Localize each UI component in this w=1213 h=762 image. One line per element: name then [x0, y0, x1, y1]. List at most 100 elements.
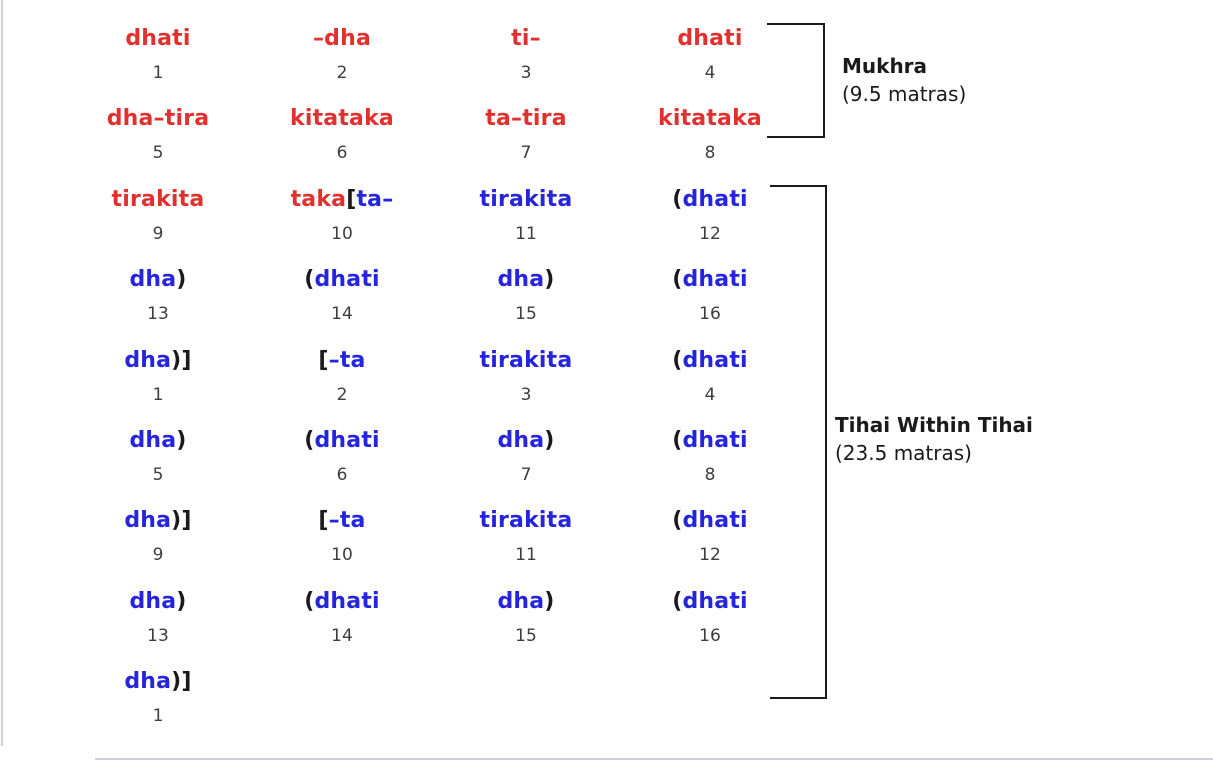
beat-number: 14 [331, 304, 353, 325]
bol-cell: tirakita 11 [434, 187, 618, 267]
bol-syllable: dhati [677, 26, 742, 52]
bol-cell: (dhati 6 [250, 428, 434, 508]
bol-part: kitataka [290, 106, 394, 132]
beat-number: 9 [152, 223, 164, 244]
bol-part: ( [304, 267, 315, 293]
bol-part: ) [176, 427, 187, 453]
beat-number: 6 [336, 143, 348, 164]
beat-number: 2 [336, 63, 348, 83]
bol-part: [ [318, 508, 329, 534]
beat-number: 8 [704, 464, 716, 485]
beat-number: 15 [515, 625, 537, 646]
bol-syllable: dha)] [124, 348, 191, 374]
page-left-edge-rule [1, 0, 3, 746]
bol-part: –ta [328, 347, 366, 373]
beat-number: 14 [331, 625, 353, 646]
bol-syllable: taka[ta– [291, 187, 394, 213]
beat-number: 9 [152, 545, 164, 566]
bol-syllable: dha) [497, 428, 554, 454]
beat-number: 2 [336, 384, 348, 405]
bol-part: [ [346, 186, 357, 212]
bol-cell: dha) 7 [434, 428, 618, 508]
bol-part: dha–tira [106, 106, 210, 132]
tihai-matras: (23.5 matras) [835, 441, 972, 465]
beat-number: 3 [520, 63, 532, 83]
bol-part: ) [176, 267, 187, 293]
bol-part: dha [129, 427, 177, 453]
bol-part: dhati [682, 508, 748, 534]
beat-number: 8 [704, 143, 716, 164]
bol-grid: dhati 1 –dha 2 ti– 3 dhati 4 dha–tira 5 kitataka 6 t… [66, 26, 802, 750]
bol-syllable: (dhati [304, 589, 380, 615]
tihai-bracket [770, 185, 827, 699]
bol-syllable: dha) [129, 589, 186, 615]
beat-number: 12 [699, 223, 721, 244]
bol-cell: (dhati 8 [618, 428, 802, 508]
bol-part: ( [304, 588, 315, 614]
bol-part: tirakita [479, 347, 573, 373]
bol-syllable: kitataka [290, 106, 394, 132]
bol-cell: (dhati 4 [618, 348, 802, 428]
beat-number: 6 [336, 464, 348, 485]
bol-part: dha [497, 588, 545, 614]
bol-syllable: dha–tira [107, 106, 210, 132]
bol-cell: dha–tira 5 [66, 106, 250, 186]
bol-cell: dhati 4 [618, 26, 802, 106]
bol-cell: (dhati 14 [250, 267, 434, 347]
bol-part: ta–tira [485, 106, 567, 132]
bol-cell: dha)] 9 [66, 508, 250, 588]
bol-syllable: –dha [313, 26, 371, 52]
bol-syllable: tirakita [480, 508, 573, 534]
bol-part: –dha [312, 26, 372, 51]
bol-cell: kitataka 8 [618, 106, 802, 186]
bol-cell: dha) 15 [434, 589, 618, 669]
bol-part: tirakita [479, 186, 573, 212]
bol-part: dhati [677, 26, 743, 51]
bol-part: ( [672, 588, 683, 614]
bol-part: dha [129, 267, 177, 293]
bol-cell: (dhati 12 [618, 187, 802, 267]
bol-syllable: dha) [129, 428, 186, 454]
bol-cell: [–ta 10 [250, 508, 434, 588]
beat-number: 15 [515, 304, 537, 325]
bol-part: dhati [682, 588, 748, 614]
mukhra-label: Mukhra (9.5 matras) [842, 52, 966, 108]
bol-syllable: (dhati [672, 348, 748, 374]
bol-cell: (dhati 12 [618, 508, 802, 588]
bol-syllable: (dhati [304, 267, 380, 293]
bol-part: ) [544, 267, 555, 293]
bol-part: ti– [511, 26, 541, 51]
bol-part: dhati [682, 186, 748, 212]
bol-part: dha [124, 669, 172, 695]
bol-cell: ti– 3 [434, 26, 618, 106]
bol-syllable: dha) [497, 589, 554, 615]
bol-syllable: dhati [125, 26, 190, 52]
bol-cell: ta–tira 7 [434, 106, 618, 186]
beat-number: 3 [520, 384, 532, 405]
bol-cell: dha)] 1 [66, 348, 250, 428]
tihai-label: Tihai Within Tihai (23.5 matras) [835, 411, 1033, 467]
bol-syllable: dha)] [124, 669, 191, 695]
bol-part: tirakita [111, 186, 205, 212]
bol-syllable: ti– [511, 26, 541, 52]
bol-part: ) [176, 588, 187, 614]
bol-cell: (dhati 16 [618, 267, 802, 347]
bol-cell: dha) 13 [66, 267, 250, 347]
mukhra-title: Mukhra [842, 54, 928, 78]
bol-syllable: (dhati [672, 267, 748, 293]
beat-number: 11 [515, 545, 537, 566]
beat-number: 13 [147, 625, 169, 646]
bol-part: dhati [125, 26, 191, 51]
bol-part: )] [171, 347, 192, 373]
bol-cell: tirakita 11 [434, 508, 618, 588]
bol-part: dha [129, 588, 177, 614]
beat-number: 10 [331, 545, 353, 566]
bol-part: dhati [682, 267, 748, 293]
bol-cell: kitataka 6 [250, 106, 434, 186]
bol-syllable: (dhati [672, 187, 748, 213]
bol-cell: [–ta 2 [250, 348, 434, 428]
bol-part: dhati [682, 347, 748, 373]
bol-cell: (dhati 16 [618, 589, 802, 669]
bol-syllable: [–ta [318, 508, 365, 534]
beat-number: 16 [699, 304, 721, 325]
